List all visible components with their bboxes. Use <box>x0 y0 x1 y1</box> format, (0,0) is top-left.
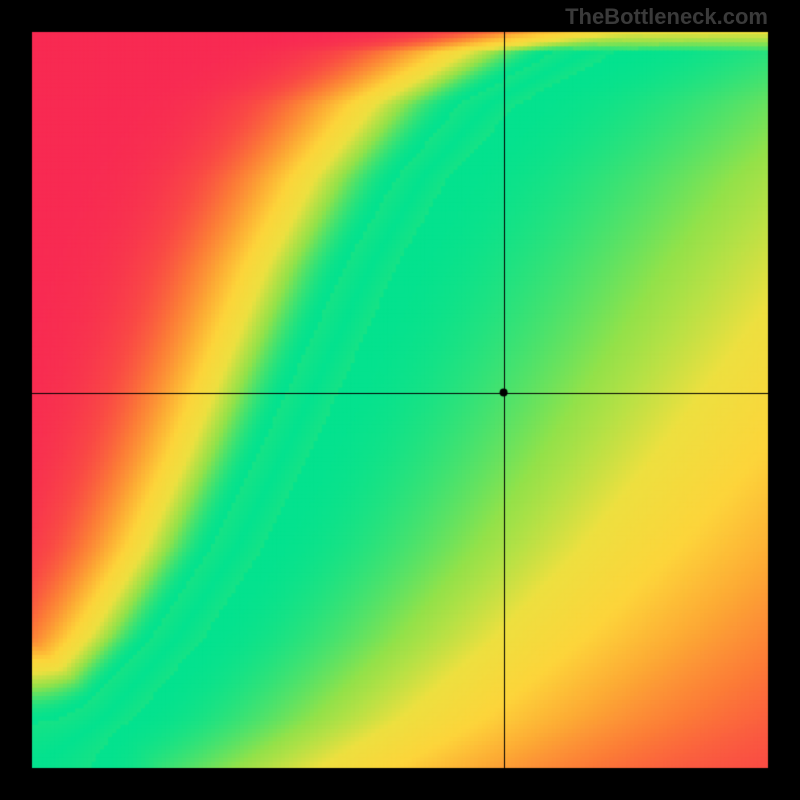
chart-container: TheBottleneck.com <box>0 0 800 800</box>
watermark-text: TheBottleneck.com <box>565 4 768 30</box>
bottleneck-heatmap <box>0 0 800 800</box>
